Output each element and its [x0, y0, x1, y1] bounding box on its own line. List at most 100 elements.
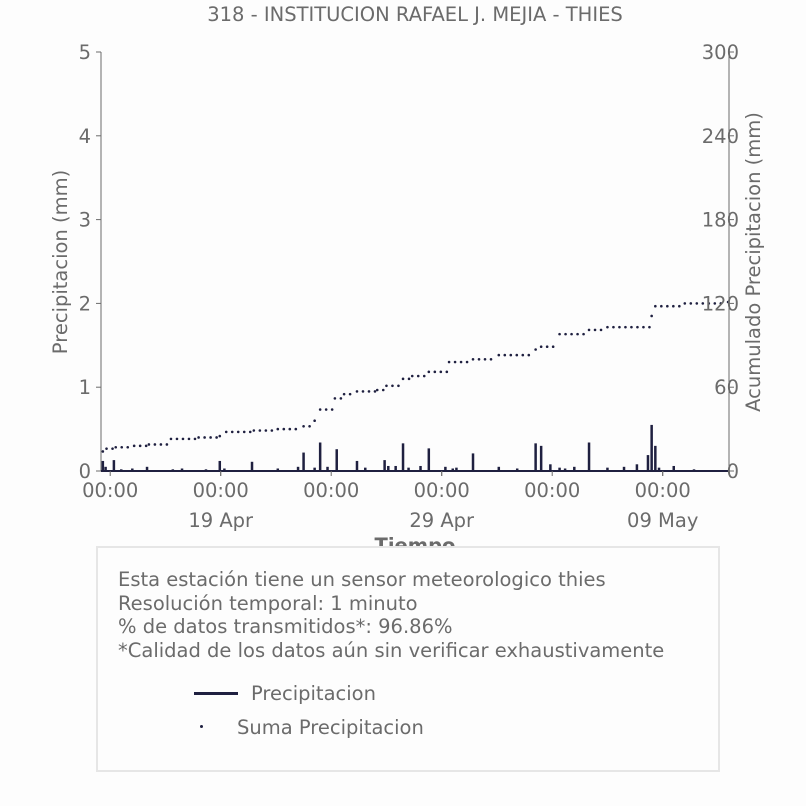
suma-precipitacion-point	[558, 332, 561, 336]
suma-precipitacion-dot	[707, 302, 711, 305]
suma-precipitacion-dot	[618, 325, 621, 329]
x-major-tick-label: 00:00	[414, 479, 470, 502]
suma-precipitacion-dot	[381, 388, 385, 392]
suma-precipitacion-point	[683, 302, 687, 305]
suma-precipitacion-dot	[330, 408, 334, 411]
x-minor-tick-label: 09 May	[627, 509, 698, 532]
suma-precipitacion-point	[355, 390, 359, 393]
suma-precipitacion-point	[375, 388, 379, 392]
suma-precipitacion-dot	[193, 437, 197, 441]
suma-precipitacion-point	[385, 384, 388, 388]
suma-precipitacion-point	[114, 445, 118, 449]
suma-precipitacion-point	[132, 444, 136, 448]
suma-precipitacion-dot	[288, 427, 292, 431]
suma-precipitacion-dot	[459, 360, 463, 364]
suma-precipitacion-dot	[713, 302, 717, 305]
suma-precipitacion-point	[410, 374, 414, 378]
y-left-tick-label: 1	[79, 376, 91, 399]
suma-precipitacion-dot	[138, 444, 142, 448]
y-left-tick-label: 4	[79, 125, 91, 148]
x-minor-tick-label: 19 Apr	[188, 509, 254, 532]
suma-precipitacion-dot	[391, 384, 394, 388]
suma-precipitacion-point	[654, 304, 657, 308]
suma-precipitacion-dot	[215, 436, 218, 439]
suma-precipitacion-dot	[612, 325, 615, 329]
suma-precipitacion-dot	[689, 302, 693, 305]
suma-precipitacion-point	[218, 434, 222, 438]
suma-precipitacion-point	[276, 427, 280, 431]
suma-precipitacion-point	[333, 397, 337, 400]
x-minor-tick-label: 29 Apr	[409, 509, 475, 532]
y-axis-left-label: Precipitacion (mm)	[49, 170, 72, 354]
suma-precipitacion-dot	[624, 325, 627, 329]
suma-precipitacion-dot	[294, 427, 298, 431]
suma-precipitacion-dot	[576, 332, 579, 336]
suma-precipitacion-point	[169, 437, 173, 441]
suma-precipitacion-point	[401, 377, 405, 381]
suma-precipitacion-dot	[672, 304, 675, 308]
info-resolution-text: Resolución temporal: 1 minuto	[118, 591, 418, 615]
suma-precipitacion-point	[650, 314, 653, 318]
suma-precipitacion-dot	[515, 353, 519, 357]
suma-precipitacion-dot	[701, 302, 705, 305]
suma-precipitacion-dot	[187, 437, 191, 441]
suma-precipitacion-dot	[503, 353, 507, 357]
suma-precipitacion-dot	[483, 357, 487, 361]
suma-precipitacion-dot	[678, 304, 681, 308]
suma-precipitacion-point	[497, 353, 501, 357]
suma-precipitacion-dot	[236, 430, 240, 434]
suma-precipitacion-point	[252, 429, 256, 432]
suma-precipitacion-dot	[230, 430, 234, 434]
x-major-tick-label: 00:00	[524, 479, 580, 502]
x-major-tick-label: 00:00	[635, 479, 691, 502]
suma-precipitacion-dot	[203, 436, 206, 439]
suma-precipitacion-point	[587, 328, 591, 332]
suma-precipitacion-dot	[636, 325, 639, 329]
suma-precipitacion-point	[427, 370, 431, 374]
suma-precipitacion-dot	[324, 408, 328, 411]
suma-precipitacion-dot	[599, 328, 603, 332]
suma-precipitacion-point	[342, 392, 346, 396]
suma-precipitacion-dot	[126, 445, 130, 449]
y-right-tick-label: 300	[702, 41, 739, 64]
suma-precipitacion-dot	[570, 332, 573, 336]
suma-precipitacion-dot	[642, 325, 645, 329]
suma-precipitacion-point	[726, 300, 730, 304]
suma-precipitacion-dot	[348, 392, 352, 396]
suma-precipitacion-dot	[264, 429, 268, 432]
legend-item-suma-precipitacion: Suma Precipitacion	[237, 716, 424, 739]
suma-precipitacion-point	[534, 348, 537, 351]
suma-precipitacion-point	[606, 325, 609, 329]
suma-precipitacion-dot	[159, 443, 163, 446]
suma-precipitacion-dot	[339, 397, 343, 400]
suma-precipitacion-dot	[551, 345, 555, 348]
legend-line-swatch	[194, 692, 238, 695]
suma-precipitacion-dot	[453, 360, 457, 364]
info-box: Esta estación tiene un sensor meteorolog…	[96, 546, 720, 772]
y-left-tick-label: 5	[79, 41, 91, 64]
suma-precipitacion-dot	[209, 436, 212, 439]
suma-precipitacion-dot	[439, 370, 443, 374]
suma-precipitacion-dot	[242, 430, 246, 434]
suma-precipitacion-dot	[648, 325, 651, 329]
suma-precipitacion-dot	[545, 345, 549, 348]
info-sensor-text: Esta estación tiene un sensor meteorolog…	[118, 568, 606, 591]
suma-precipitacion-dot	[433, 370, 437, 374]
suma-precipitacion-dot	[165, 443, 169, 446]
suma-precipitacion-dot	[521, 353, 525, 357]
suma-precipitacion-point	[318, 408, 322, 411]
suma-precipitacion-dot	[582, 332, 585, 336]
suma-precipitacion-dot	[111, 447, 114, 450]
suma-precipitacion-dot	[527, 353, 531, 357]
suma-precipitacion-dot	[181, 437, 185, 441]
suma-precipitacion-dot	[477, 357, 481, 361]
suma-precipitacion-dot	[695, 302, 699, 305]
chart-title: 318 - INSTITUCION RAFAEL J. MEJIA - THIE…	[207, 3, 623, 26]
suma-precipitacion-dot	[660, 304, 663, 308]
suma-precipitacion-dot	[153, 443, 157, 446]
suma-precipitacion-point	[471, 357, 475, 361]
y-right-tick-label: 180	[702, 209, 739, 232]
info-transmitted-text: % de datos transmitidos*: 96.86%	[118, 615, 453, 638]
suma-precipitacion-dot	[144, 444, 148, 448]
